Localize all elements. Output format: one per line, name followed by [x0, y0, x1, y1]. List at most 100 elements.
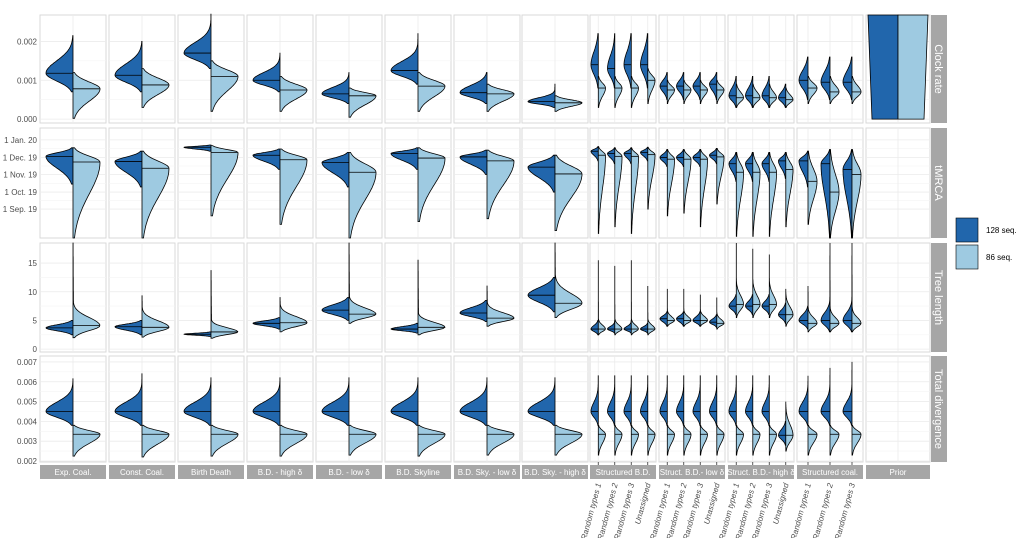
y-tick-label: 0.001: [17, 76, 38, 85]
y-tick-label: 10: [28, 288, 37, 297]
violin-128-seq: [728, 294, 737, 316]
panel-bg: [727, 14, 795, 124]
violin-86-seq: [614, 424, 623, 456]
violin-128-seq: [820, 367, 831, 426]
y-tick-label: 1 Jan. 20: [4, 136, 37, 145]
violin-86-seq: [666, 424, 675, 456]
panel: [453, 14, 521, 124]
violin-128-seq: [590, 146, 599, 162]
violin-128-seq: [459, 72, 488, 104]
violin-86-seq: [752, 424, 761, 456]
violin-128-seq: [321, 297, 350, 321]
violin-128-seq: [114, 150, 143, 188]
violin-86-seq: [768, 424, 777, 456]
violin-128-seq: [640, 33, 649, 89]
column-strip-bg: [866, 465, 930, 479]
panel: [589, 14, 657, 124]
violin-128-seq: [745, 76, 754, 108]
violin-128-seq: [778, 151, 787, 179]
panel: [521, 14, 589, 124]
y-tick-label: 0.005: [17, 398, 38, 407]
violin-128-seq: [709, 147, 718, 165]
violin-86-seq: [647, 146, 656, 210]
violin-86-seq: [666, 288, 675, 327]
column-strip-label: Struct. B.D.- low δ: [660, 468, 725, 477]
violin-86-seq: [210, 60, 239, 112]
column-strip-label: B.D. Sky. - low δ: [458, 468, 517, 477]
column-strip-bg: [178, 465, 244, 479]
violin-128-seq: [692, 375, 701, 426]
violin-128-seq: [745, 375, 754, 426]
x-category-label: Random types 3: [833, 482, 857, 538]
violin-128-seq: [623, 33, 632, 89]
violin-86-seq: [141, 295, 170, 338]
column-strip-label: B.D. Skyline: [396, 468, 440, 477]
violin-86-seq: [210, 145, 239, 217]
violin-128-seq: [728, 76, 737, 108]
column-strip-label: Structured B.D.: [596, 468, 651, 477]
violin-86-seq: [768, 151, 777, 237]
violin-86-seq: [768, 254, 777, 319]
violin-128-seq: [798, 375, 809, 426]
violin-86-seq: [486, 285, 515, 327]
row-strip-0: Clock rate: [931, 15, 947, 123]
violin-86-seq: [210, 424, 239, 457]
violin-86-seq: [630, 260, 639, 336]
violin-86-seq: [785, 87, 794, 108]
panel: [177, 355, 245, 463]
violin-86-seq: [683, 288, 692, 327]
y-tick-label: 0.004: [17, 417, 38, 426]
legend-label: 128 seq.: [986, 226, 1017, 235]
row-strip-label: Clock rate: [932, 44, 944, 94]
violin-128-seq: [527, 276, 556, 313]
column-strip-label: Prior: [890, 468, 907, 477]
violin-86-seq: [716, 79, 725, 104]
violin-86-seq: [851, 424, 862, 456]
violin-86-seq: [716, 424, 725, 456]
violin-86-seq: [699, 424, 708, 456]
row-strip-2: Tree length: [931, 243, 947, 352]
violin-128-seq: [183, 377, 212, 426]
column-strip-label: Structured coal.: [802, 468, 858, 477]
panel: [865, 14, 931, 124]
violin-128-seq: [842, 361, 853, 426]
panel: [589, 355, 657, 463]
violin-86-seq: [348, 424, 377, 456]
row-strip-bg: [931, 243, 947, 352]
violin-128-seq: [623, 147, 632, 165]
column-strip-label: B.D. - high δ: [258, 468, 303, 477]
violin-128-seq: [798, 150, 809, 188]
violin-86-seq: [279, 297, 308, 333]
violin-86-seq: [614, 147, 623, 228]
y-tick-label: 0.003: [17, 437, 38, 446]
violin-86-seq: [210, 270, 239, 339]
violin-86-seq: [597, 424, 606, 456]
panel: [453, 355, 521, 463]
column-strip-bg: [385, 465, 451, 479]
violin-128-seq: [321, 72, 350, 104]
panel: [521, 355, 589, 463]
violin-86-seq: [735, 424, 744, 456]
column-strip-bg: [454, 465, 520, 479]
violin-86-seq: [735, 243, 744, 319]
violin-128-seq: [659, 149, 668, 168]
column-strip-bg: [40, 465, 106, 479]
legend-label: 86 seq.: [986, 253, 1012, 262]
violin-128-seq: [45, 378, 74, 426]
x-category-label: Random types 2: [811, 482, 835, 538]
violin-86-seq: [752, 248, 761, 319]
column-strip-bg: [109, 465, 175, 479]
column-strip-bg: [316, 465, 382, 479]
violin-128-seq: [45, 35, 74, 93]
y-tick-label: 0.002: [17, 457, 38, 466]
violin-128-seq: [607, 147, 616, 165]
violin-128-seq: [728, 151, 737, 182]
x-category-label: Unassigned: [633, 482, 653, 526]
y-tick-label: 5: [33, 316, 38, 325]
violin-86-seq: [768, 83, 777, 108]
violin-86-seq: [807, 76, 818, 104]
violin-86-seq: [279, 424, 308, 457]
violin-86-seq: [72, 424, 101, 457]
panel: [658, 127, 726, 239]
